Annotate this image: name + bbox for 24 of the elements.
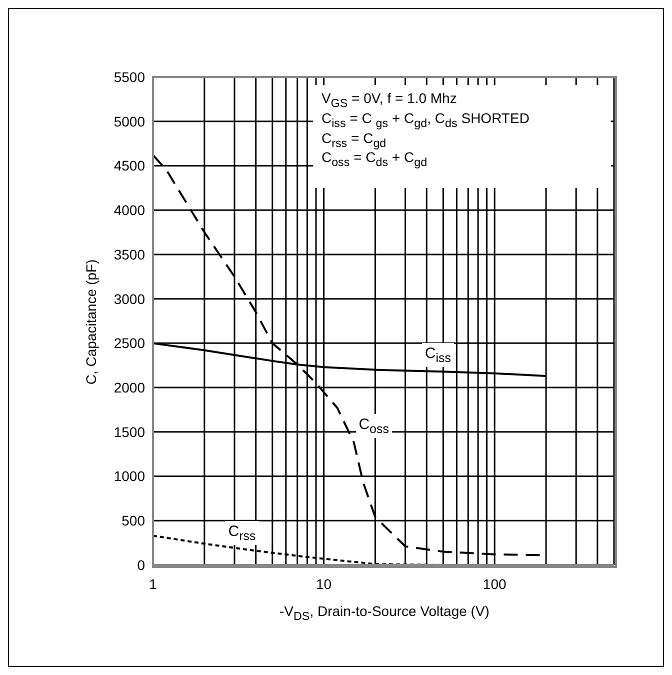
annotation: C$_{oss}$ = C$_{ds}$ + C$_{gd}$ — [321, 149, 428, 170]
annotation: V$_{GS}$ = 0V, f = 1.0 Mhz — [321, 90, 457, 110]
note-box: V$_{GS}$ = 0V, f = 1.0 Mhz C$_{iss}$ = C $_{gs}$ + C$_{gd}$, C$_{ds}$ SHORTED C$_{rss}$ = C$_{gd}$ C$_{oss}$ = C$_{ds}$ + C$_{gd}$ — [313, 85, 611, 188]
y-tick-label: 2000 — [114, 380, 146, 396]
y-tick-label: 4500 — [114, 158, 146, 174]
y-tick-label: 1000 — [114, 468, 146, 484]
y-axis-title: C, Capacitance (pF) — [83, 259, 99, 385]
annotation: C$_{iss}$ — [424, 345, 451, 365]
y-tick-label: 5500 — [114, 68, 146, 85]
y-tick-label: 3500 — [114, 246, 146, 262]
y-tick-label: 4000 — [114, 202, 146, 218]
y-tick-label: 2500 — [114, 335, 146, 352]
y-tick-label: 5000 — [114, 113, 146, 130]
x-tick-label: 100 — [482, 576, 507, 592]
x-tick-label: 10 — [316, 576, 332, 592]
y-tick-label: 0 — [137, 556, 146, 573]
annotation: C$_{oss}$ — [358, 416, 389, 436]
annotation: C$_{rss}$ — [228, 523, 256, 544]
x-axis-title: -V$_{DS}$, Drain-to-Source Voltage (V) — [280, 603, 490, 623]
annotation: C$_{rss}$ = C$_{gd}$ — [321, 130, 386, 150]
y-tick-label: 3000 — [114, 290, 146, 307]
y-tick-label: 500 — [122, 512, 146, 529]
x-tick-label: 1 — [149, 576, 158, 592]
y-tick-label: 1500 — [114, 424, 146, 440]
